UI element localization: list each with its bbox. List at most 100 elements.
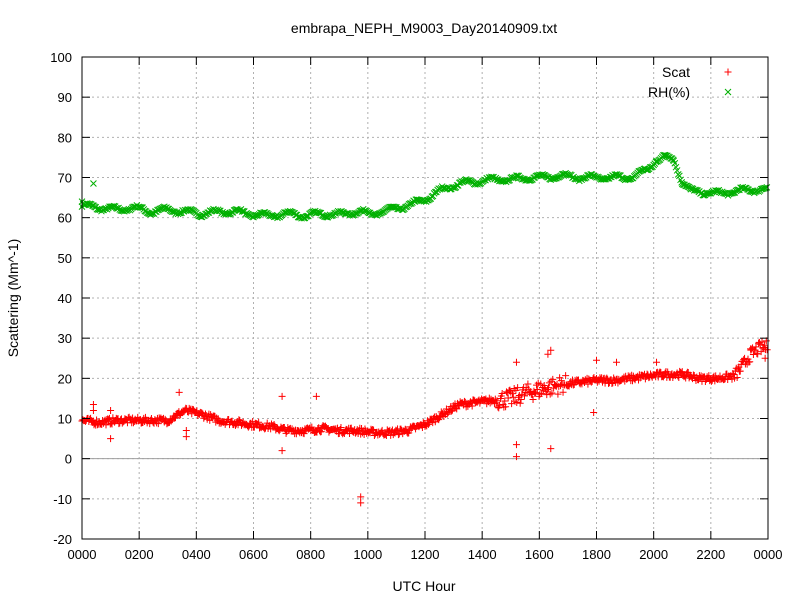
rh-outlier [90, 202, 97, 209]
scat-point [751, 346, 759, 354]
x-tick-label: 0200 [125, 547, 154, 562]
rh-point [653, 157, 660, 165]
scat-outlier [278, 392, 286, 400]
scat-point [505, 387, 513, 395]
scat-point [193, 407, 201, 415]
scat-point [269, 422, 277, 430]
y-tick-label: 0 [65, 452, 72, 467]
rh-point [156, 205, 164, 213]
scat-outlier [182, 427, 190, 435]
scat-outlier [175, 388, 183, 396]
scat-point [543, 391, 551, 399]
scat-point [491, 395, 499, 403]
rh-point [406, 200, 414, 207]
scat-point [102, 421, 110, 429]
x-tick-label: 1000 [353, 547, 382, 562]
scat-point [502, 403, 510, 411]
scat-point [513, 398, 521, 406]
scat-outlier [593, 356, 600, 364]
scat-point [197, 409, 205, 417]
chart-title: embrapa_NEPH_M9003_Day20140909.txt [291, 20, 557, 36]
rh-outlier [90, 180, 97, 187]
scat-point [496, 401, 504, 409]
scat-point [657, 368, 665, 376]
rh-point [490, 173, 497, 181]
x-tick-label: 0800 [296, 547, 325, 562]
scat-point [392, 426, 400, 434]
rh-point [676, 172, 683, 180]
scat-point [533, 386, 541, 394]
y-tick-label: 20 [58, 371, 72, 386]
y-tick-label: -10 [53, 492, 72, 507]
scat-point [755, 339, 763, 347]
x-tick-label: 0000 [68, 547, 97, 562]
scat-point [548, 389, 556, 397]
scat-point [154, 420, 162, 428]
scat-point [115, 420, 123, 428]
legend: Scat RH(%) [648, 64, 732, 100]
scat-point [554, 390, 562, 398]
scat-point [603, 374, 611, 382]
scat-point [498, 390, 506, 398]
y-axis-ticks: -20 -10 0 10 20 30 40 50 60 70 80 90 100 [50, 50, 768, 547]
y-tick-label: 50 [58, 251, 72, 266]
scat-point [105, 414, 113, 422]
y-tick-label: 70 [58, 171, 72, 186]
rh-point [761, 184, 768, 192]
scat-point [529, 395, 537, 403]
scat-point [537, 380, 545, 388]
scat-outlier [512, 358, 520, 366]
scat-outlier [89, 406, 97, 414]
scat-point [153, 419, 161, 427]
scat-point [255, 418, 263, 426]
y-tick-label: -20 [53, 532, 72, 547]
x-tick-label: 0600 [239, 547, 268, 562]
scat-point [504, 394, 512, 402]
scat-point [337, 423, 345, 431]
y-tick-label: 60 [58, 211, 72, 226]
scat-point [733, 373, 741, 381]
scat-outlier [182, 433, 190, 441]
rh-point [302, 213, 310, 220]
scat-point [453, 405, 461, 413]
scat-outlier [278, 447, 286, 455]
rh-point [262, 210, 270, 217]
scat-point [674, 372, 682, 380]
scat-point [532, 389, 540, 397]
scat-point [514, 384, 522, 392]
scat-point [317, 428, 325, 436]
rh-point [580, 174, 588, 182]
scat-series [78, 337, 771, 507]
scat-point [730, 371, 738, 379]
rh-point [450, 184, 457, 191]
rh-point [345, 210, 352, 217]
scat-point [736, 367, 744, 375]
rh-point [692, 186, 699, 194]
scat-point [536, 390, 544, 398]
rh-point [311, 207, 319, 215]
x-tick-label: 1600 [525, 547, 554, 562]
scat-outlier [357, 499, 365, 507]
x-tick-label: 2000 [639, 547, 668, 562]
x-tick-label: 2200 [696, 547, 725, 562]
scat-point [761, 341, 769, 349]
scat-point [752, 343, 760, 351]
scat-outlier [512, 453, 520, 461]
rh-point [315, 209, 323, 216]
scat-point [757, 348, 765, 356]
rh-point [699, 191, 707, 199]
scat-outlier [761, 354, 769, 362]
scat-outlier [357, 493, 365, 501]
scat-point [557, 377, 565, 385]
scat-point [511, 397, 519, 405]
scat-point [270, 421, 278, 429]
rh-point [646, 163, 654, 171]
scat-outlier [107, 406, 115, 414]
rh-point [614, 172, 622, 179]
scat-point [746, 358, 754, 366]
scat-point [300, 430, 308, 438]
legend-label: RH(%) [648, 84, 690, 100]
x-tick-label: 1800 [582, 547, 611, 562]
y-axis-label: Scattering (Mm^-1) [5, 239, 21, 358]
scat-point [517, 396, 525, 404]
